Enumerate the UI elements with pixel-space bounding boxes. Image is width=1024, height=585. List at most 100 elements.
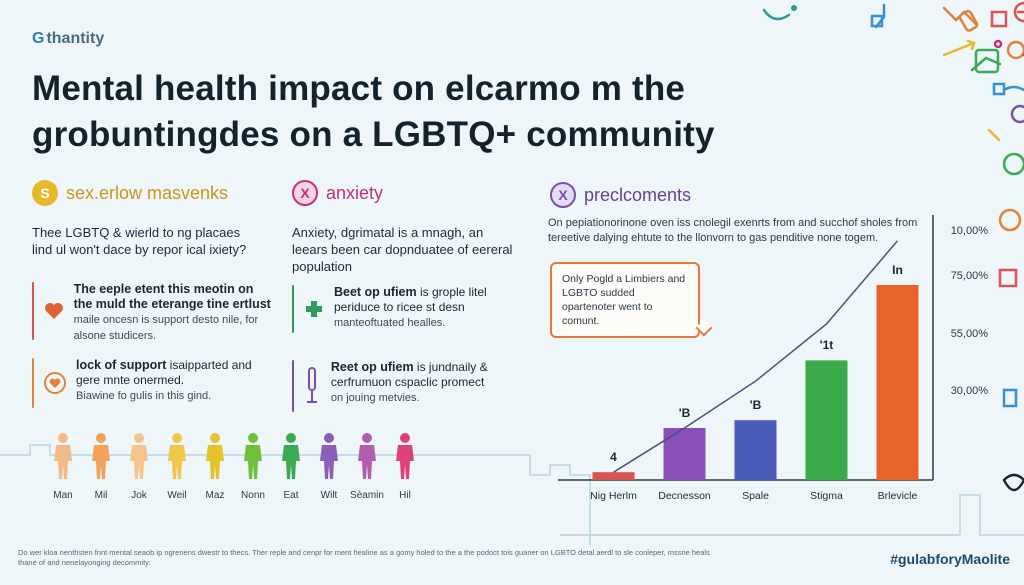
cross-icon — [304, 285, 324, 333]
decorative-doodles-side — [998, 208, 1024, 492]
x-tick-label: Stigma — [810, 490, 843, 502]
person-figure: Man — [50, 432, 76, 501]
accent-bar — [292, 285, 294, 333]
x-tick-label: Nig Herlm — [590, 490, 637, 502]
anxiety-title: anxiety — [326, 182, 384, 203]
person-icon — [92, 433, 110, 479]
person-icon — [168, 433, 186, 479]
list-item: lock of support isaipparted and gere mnt… — [32, 358, 272, 408]
person-icon — [130, 433, 148, 479]
list-item: Beet op ufiem is grople litel periduce t… — [292, 285, 522, 333]
brand-name: thantity — [46, 30, 105, 47]
item-sub: on jouing metvies. — [330, 392, 420, 404]
page-title: Mental health impact on elcarmo m the gr… — [32, 69, 715, 154]
anxiety-icon: X — [292, 180, 318, 206]
decorative-doodles — [762, 1, 1024, 176]
item-detail: is grople litel periduce to ricee st des… — [333, 285, 487, 314]
item-detail: maile oncesn is support desto nile, for … — [73, 314, 259, 342]
microphone-icon — [304, 360, 321, 412]
person-figure: Sèamin — [350, 432, 384, 501]
person-label: Eat — [283, 490, 299, 501]
skyline-outline — [0, 444, 1024, 545]
item-detail: is jundnaily & cerfrumuon cspaclic prome… — [330, 360, 488, 389]
scissors-icon: X — [550, 182, 576, 208]
chart-panel: X preclcoments On pepiationorinone oven … — [548, 180, 988, 510]
people-row: Man Mil Jok Weil Maz Nonn Eat Wilt Sèamin Hil — [50, 432, 418, 501]
chart-bar — [876, 285, 919, 480]
item-detail: isaipparted and gere mnte onermed. — [76, 358, 252, 387]
person-label: Nonn — [241, 490, 265, 501]
item-bold: Beet op ufiem — [333, 285, 417, 299]
person-icon — [54, 433, 72, 479]
coin-icon: S — [32, 180, 58, 206]
footer-note: Do wer kloa nenthsten fnnt mental seaob … — [18, 548, 710, 567]
heart-icon — [44, 282, 64, 340]
chart-bar — [663, 428, 706, 480]
person-figure: Nonn — [240, 432, 266, 501]
x-tick-label: Brlevicle — [877, 490, 918, 502]
person-icon — [358, 433, 376, 479]
person-label: Weil — [167, 490, 187, 501]
bar-chart — [558, 215, 934, 481]
data-label: '1t — [819, 338, 834, 353]
person-figure: Weil — [164, 432, 190, 501]
person-label: Sèamin — [350, 490, 384, 501]
item-bold: lock of support — [76, 358, 167, 372]
person-label: Mil — [94, 490, 108, 501]
chart-bar — [805, 360, 848, 480]
person-figure: Maz — [202, 432, 228, 501]
chart-title: preclcoments — [584, 184, 692, 205]
accent-bar — [32, 282, 34, 340]
anxiety-header: X anxiety — [292, 180, 522, 206]
person-label: Jok — [131, 490, 147, 501]
y-tick-label: 10,00% — [950, 225, 988, 237]
data-label: 'B — [678, 406, 691, 420]
person-icon — [244, 433, 262, 479]
person-figure: Eat — [278, 432, 304, 501]
x-tick-label: Decnesson — [658, 490, 711, 502]
accent-bar — [32, 358, 35, 408]
sexuality-question: Thee LGBTQ & wierld to ng placaes lind u… — [32, 225, 247, 257]
item-text: lock of support isaipparted and gere mnt… — [76, 358, 272, 408]
y-tick-label: 30,00% — [950, 385, 988, 397]
heart-outline-icon — [44, 358, 67, 408]
sexuality-header: S sex.erlow masvenks — [32, 180, 262, 206]
item-sub: manteoftuated healles. — [333, 317, 446, 329]
item-text: Reet op ufiem is jundnaily & cerfrumuon … — [331, 360, 522, 412]
chart-bar — [734, 420, 777, 480]
data-label: 'B — [749, 398, 762, 413]
person-icon — [282, 433, 300, 479]
person-label: Maz — [205, 490, 225, 501]
person-label: Man — [53, 490, 73, 501]
item-bold: The eeple etent this meotin on the muld … — [73, 282, 271, 311]
person-label: Wilt — [320, 490, 338, 501]
item-text: Beet op ufiem is grople litel periduce t… — [334, 285, 522, 333]
chart-callout: Only Pogld a Limbiers and LGBTO sudded o… — [550, 262, 700, 338]
accent-bar — [292, 360, 294, 412]
person-icon — [320, 433, 338, 479]
hashtag[interactable]: #gulabforyMaolite — [890, 551, 1010, 567]
person-figure: Hil — [392, 432, 418, 501]
anxiety-question: Anxiety, dgrimatal is a mnagh, an leears… — [292, 225, 513, 274]
data-label: 4 — [610, 450, 617, 465]
data-label: In — [892, 263, 903, 277]
chart-description: On pepiationorinone oven iss cnolegil ex… — [548, 217, 918, 244]
chart-bar — [592, 472, 635, 480]
anxiety-column: X anxiety Anxiety, dgrimatal is a mnagh,… — [292, 180, 522, 275]
person-figure: Mil — [88, 432, 114, 501]
list-item: Reet op ufiem is jundnaily & cerfrumuon … — [292, 360, 522, 412]
y-tick-label: 55,00% — [950, 328, 988, 340]
item-bold: Reet op ufiem — [330, 360, 414, 374]
x-tick-label: Spale — [742, 490, 769, 502]
person-label: Hil — [399, 490, 411, 501]
sexuality-title: sex.erlow masvenks — [66, 182, 229, 203]
person-icon — [396, 433, 414, 479]
item-sub: Biawine fo gulis in this gind. — [76, 390, 212, 402]
person-figure: Jok — [126, 432, 152, 501]
person-figure: Wilt — [316, 432, 342, 501]
item-text: The eeple etent this meotin on the muld … — [73, 282, 272, 342]
brand-prefix: G — [32, 30, 45, 47]
sexuality-column: S sex.erlow masvenks Thee LGBTQ & wierld… — [32, 180, 262, 258]
chart-header: X preclcoments — [550, 182, 691, 208]
